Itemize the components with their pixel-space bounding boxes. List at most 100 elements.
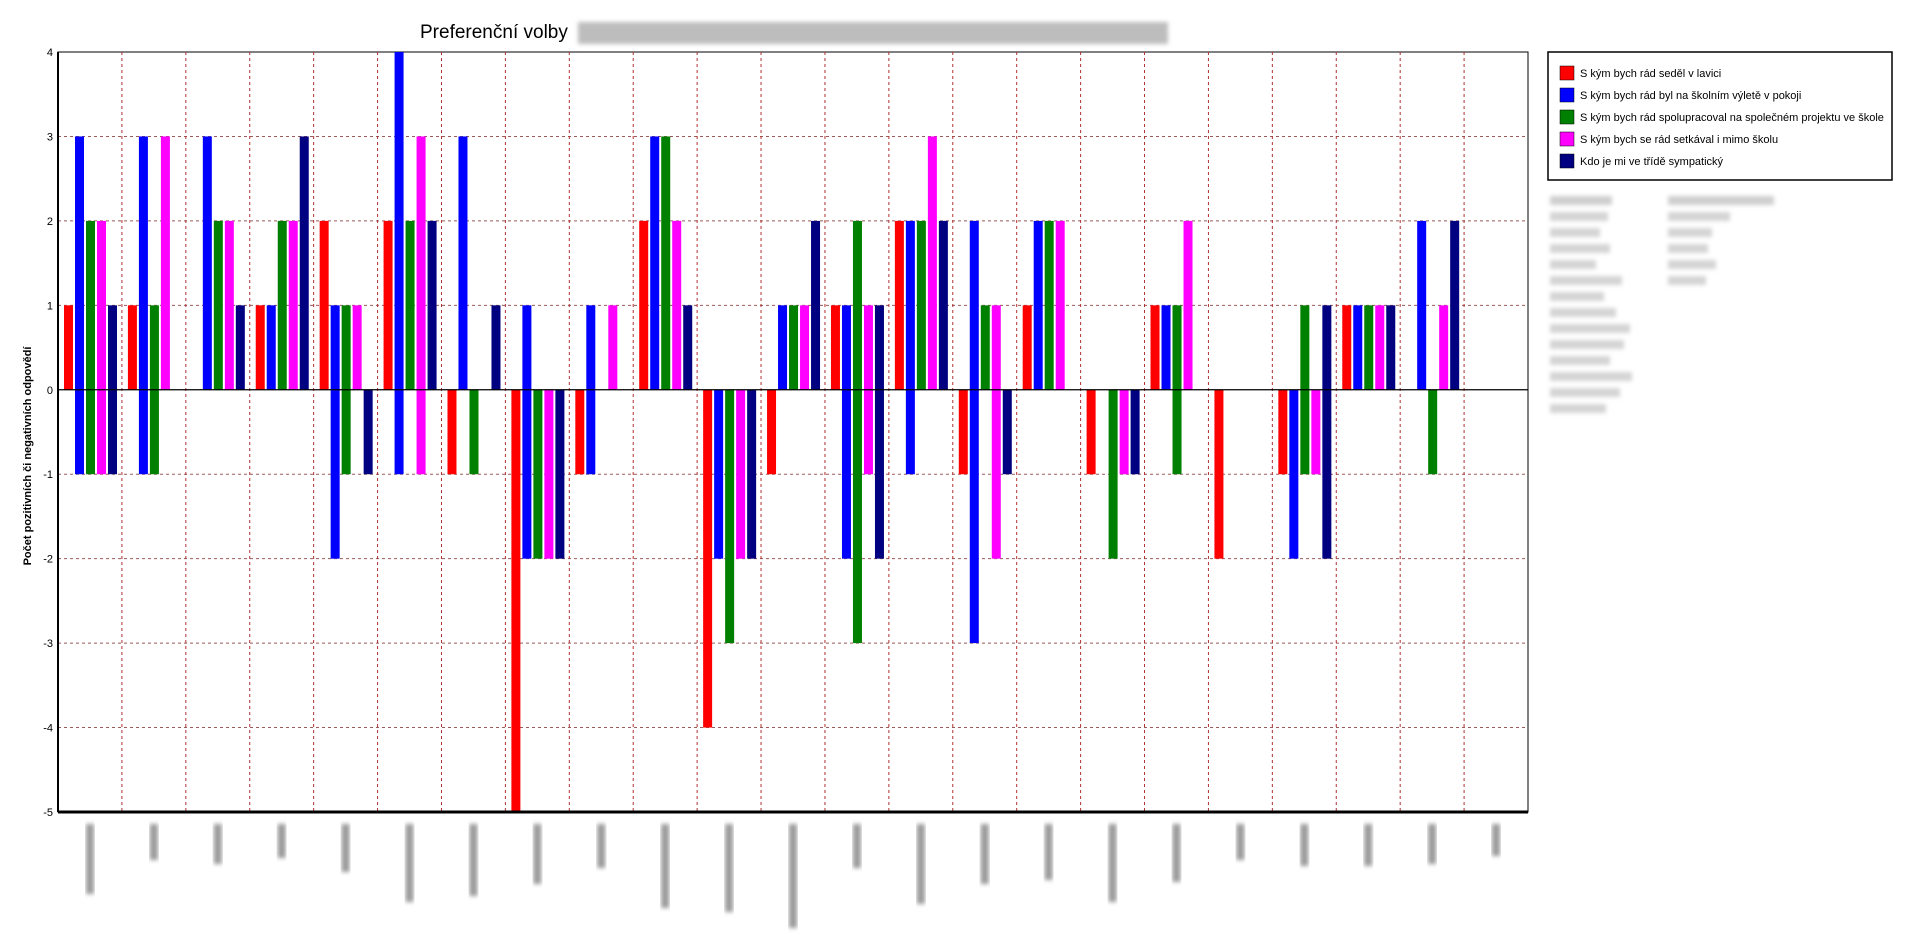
bar-negative-part — [841, 389, 851, 559]
bar — [874, 305, 884, 390]
bar — [213, 220, 223, 390]
bar — [1150, 305, 1160, 390]
bar — [277, 220, 287, 390]
x-tick-label-blurred — [1108, 824, 1117, 902]
bar — [841, 305, 851, 390]
bar-negative-part — [97, 389, 106, 475]
bar — [683, 305, 693, 390]
bar — [1108, 389, 1118, 559]
bar — [830, 305, 840, 390]
x-tick-label-blurred — [597, 824, 606, 868]
bar-negative-part — [1300, 389, 1310, 475]
bar — [224, 220, 234, 390]
bar — [1364, 305, 1374, 390]
bar-negative-part — [852, 389, 862, 644]
legend-label: S kým bych rád spolupracoval na společné… — [1580, 112, 1884, 124]
bar — [255, 305, 265, 390]
bar — [639, 220, 649, 390]
x-tick-label-blurred — [1172, 824, 1181, 882]
x-tick-label-blurred — [469, 824, 478, 896]
bar — [86, 220, 95, 390]
bar-negative-part — [586, 389, 596, 475]
legend-swatch — [1559, 87, 1575, 103]
y-tick-label: 1 — [47, 300, 53, 312]
bar — [149, 305, 159, 390]
bar — [469, 389, 479, 475]
bar — [1183, 220, 1193, 390]
bar — [1086, 389, 1096, 475]
bar — [64, 305, 73, 390]
bar — [1172, 305, 1182, 390]
y-tick-label: -1 — [43, 469, 53, 481]
bar — [916, 220, 926, 390]
bar-negative-part — [874, 389, 884, 559]
legend-swatch — [1559, 65, 1575, 81]
bar — [319, 220, 329, 390]
bar — [1119, 389, 1129, 475]
bar-negative-part — [991, 389, 1001, 559]
x-tick-label-blurred — [1044, 824, 1053, 880]
bar — [1214, 389, 1224, 559]
x-tick-label-blurred — [533, 824, 542, 884]
bar — [980, 305, 990, 390]
bar — [394, 52, 404, 390]
bar-negative-part — [394, 389, 404, 475]
bar — [127, 305, 137, 390]
legend-label: S kým bych rád seděl v lavici — [1580, 68, 1721, 80]
x-tick-label-blurred — [725, 824, 734, 912]
bar — [969, 220, 979, 390]
bar-negative-part — [905, 389, 915, 475]
bar — [202, 136, 212, 390]
bar-negative-part — [108, 389, 117, 475]
blurred-subtitle — [578, 22, 1168, 44]
bar — [511, 389, 521, 812]
bar — [575, 389, 585, 475]
x-tick-label-blurred — [1492, 824, 1501, 856]
bars — [64, 52, 1460, 812]
bar — [1439, 305, 1449, 390]
x-tick-label-blurred — [916, 824, 925, 904]
bar — [991, 305, 1001, 390]
bar-negative-part — [1322, 389, 1332, 559]
bar — [1386, 305, 1396, 390]
bar — [416, 136, 426, 390]
x-tick-label-blurred — [1236, 824, 1245, 860]
bar — [863, 305, 873, 390]
bar — [586, 305, 596, 390]
y-tick-label: 3 — [47, 131, 53, 143]
bar — [714, 389, 724, 559]
bar — [800, 305, 810, 390]
bar — [725, 389, 735, 644]
x-tick-label-blurred — [1364, 824, 1373, 866]
bar-negative-part — [416, 389, 426, 475]
bar — [1353, 305, 1363, 390]
x-tick-label-blurred — [85, 824, 94, 894]
bar — [1289, 389, 1299, 559]
y-tick-label: 4 — [47, 47, 53, 59]
bar-negative-part — [341, 389, 351, 475]
bar — [363, 389, 373, 475]
bar — [650, 136, 660, 390]
bar — [1417, 220, 1427, 390]
bar — [1311, 389, 1321, 475]
x-tick-label-blurred — [213, 824, 222, 864]
bar — [1300, 305, 1310, 390]
bar-negative-part — [75, 389, 84, 475]
chart-title: Preferenční volby — [420, 22, 568, 43]
bar — [491, 305, 501, 390]
bar — [778, 305, 788, 390]
bar — [352, 305, 362, 390]
y-tick-label: -4 — [43, 723, 53, 735]
bar-negative-part — [1172, 389, 1182, 475]
bar — [1055, 220, 1065, 390]
x-tick-label-blurred — [852, 824, 861, 868]
bar — [1022, 305, 1032, 390]
bar — [811, 220, 821, 390]
bar — [767, 389, 777, 475]
x-tick-label-blurred — [341, 824, 350, 872]
bar — [1342, 305, 1352, 390]
bar — [405, 220, 415, 390]
x-tick-label-blurred — [789, 824, 797, 928]
x-tick-label-blurred — [661, 824, 670, 908]
y-tick-label: -5 — [43, 807, 53, 819]
